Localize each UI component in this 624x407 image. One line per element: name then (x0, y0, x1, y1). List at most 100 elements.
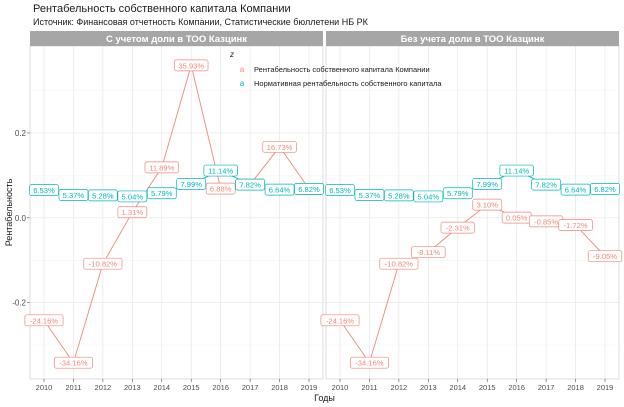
data-label-box (203, 164, 238, 177)
data-label-box (117, 190, 148, 203)
data-label: 6.64% (269, 186, 291, 195)
data-label-box (88, 189, 118, 202)
data-label-box (325, 184, 355, 196)
y-tick-label: 0.2 (15, 129, 27, 138)
facet-strip-label: Без учета доли в ТОО Казцинк (401, 34, 545, 45)
legend-title: z (229, 50, 234, 59)
data-label-box (587, 250, 623, 263)
x-tick-label: 2011 (361, 383, 377, 392)
data-label: 6.53% (329, 186, 351, 195)
data-label-box (174, 59, 209, 72)
data-label: 6.82% (594, 185, 616, 194)
data-label-box (349, 356, 389, 369)
data-label-box (472, 198, 503, 211)
data-label-box (354, 189, 385, 201)
data-label: -10.82% (385, 260, 414, 269)
x-tick-label: 2010 (332, 383, 349, 392)
facet-strip (30, 31, 323, 46)
chart-subtitle: Источник: Финансовая отчетность Компании… (33, 17, 368, 27)
data-label-box (205, 182, 236, 195)
data-label-box (235, 178, 265, 191)
data-label: 7.99% (476, 180, 498, 189)
data-label: -8.11% (417, 248, 441, 257)
x-tick-label: 2012 (391, 383, 408, 392)
data-label-box (384, 189, 414, 202)
x-tick-label: 2010 (36, 383, 53, 392)
data-label: 7.82% (239, 181, 261, 190)
data-label: 1.31% (122, 208, 144, 217)
data-label-box (117, 206, 148, 219)
legend-key-glyph: a (240, 65, 245, 74)
data-label: 7.99% (180, 180, 202, 189)
data-label-box (440, 221, 475, 234)
data-label-box (144, 161, 179, 174)
x-tick-label: 2013 (124, 383, 141, 392)
data-label: 6.88% (210, 185, 232, 194)
data-label-box (499, 164, 534, 177)
legend-entry-label: Нормативная рентабельность собственного … (254, 79, 442, 88)
series-line-roe (43, 63, 310, 364)
y-tick-label: -0.2 (12, 299, 26, 308)
data-label: 11.14% (208, 167, 233, 176)
x-tick-label: 2015 (479, 383, 496, 392)
x-tick-label: 2016 (508, 383, 525, 392)
data-label: 5.28% (388, 191, 410, 200)
data-label: 6.64% (565, 186, 587, 195)
data-label: -24.16% (326, 316, 355, 325)
data-label-box (590, 183, 620, 195)
data-label-box (29, 184, 59, 196)
data-label-box (558, 219, 593, 231)
facet-strip-label: С учетом доли в ТОО Казцинк (106, 34, 247, 45)
y-axis-title: Рентабельность (4, 178, 14, 246)
data-label-box (53, 356, 93, 369)
legend-key-glyph: a (240, 79, 245, 88)
data-label-box (413, 190, 444, 203)
x-axis-title: Годы (314, 393, 335, 403)
x-tick-label: 2018 (271, 383, 288, 392)
data-label-box (176, 178, 207, 190)
data-label-box (146, 187, 177, 200)
data-label: 11.14% (504, 167, 529, 176)
data-label-box (262, 140, 297, 153)
data-label: 7.82% (535, 181, 557, 190)
data-label: 5.04% (418, 192, 440, 201)
x-tick-label: 2014 (153, 383, 170, 392)
data-label: 5.79% (151, 189, 173, 198)
data-label: 5.04% (122, 192, 144, 201)
data-label: -2.31% (446, 224, 470, 233)
data-label: 5.28% (92, 191, 114, 200)
data-label-box (560, 183, 591, 196)
data-label: -34.16% (59, 359, 88, 368)
x-tick-label: 2011 (65, 383, 81, 392)
data-label: -9.05% (593, 252, 617, 261)
data-label: 5.79% (447, 189, 469, 198)
data-label: -10.82% (89, 260, 118, 269)
x-tick-label: 2016 (212, 383, 229, 392)
x-tick-label: 2019 (301, 383, 318, 392)
x-tick-label: 2013 (420, 383, 437, 392)
chart-title: Рентабельность собственного капитала Ком… (33, 3, 291, 15)
data-label: 11.89% (149, 163, 174, 172)
x-tick-label: 2014 (449, 383, 466, 392)
x-tick-label: 2015 (183, 383, 200, 392)
data-label: 0.05% (506, 214, 528, 223)
x-tick-label: 2012 (95, 383, 112, 392)
x-tick-label: 2017 (538, 383, 555, 392)
panel-background (30, 46, 323, 379)
data-label: 5.37% (63, 191, 85, 200)
data-label-box (379, 257, 419, 270)
x-tick-label: 2017 (242, 383, 259, 392)
data-label: -34.16% (355, 359, 384, 368)
data-label-box (472, 178, 503, 190)
data-label: 3.10% (476, 201, 498, 210)
data-label: 35.93% (178, 61, 204, 70)
data-label: 16.73% (267, 143, 293, 152)
data-label-box (531, 178, 561, 191)
facet-strip (326, 31, 619, 46)
data-label-box (294, 183, 324, 195)
data-label-box (320, 314, 360, 327)
data-label: 6.82% (298, 185, 320, 194)
data-label: -24.16% (30, 316, 59, 325)
data-label-box (83, 257, 123, 270)
